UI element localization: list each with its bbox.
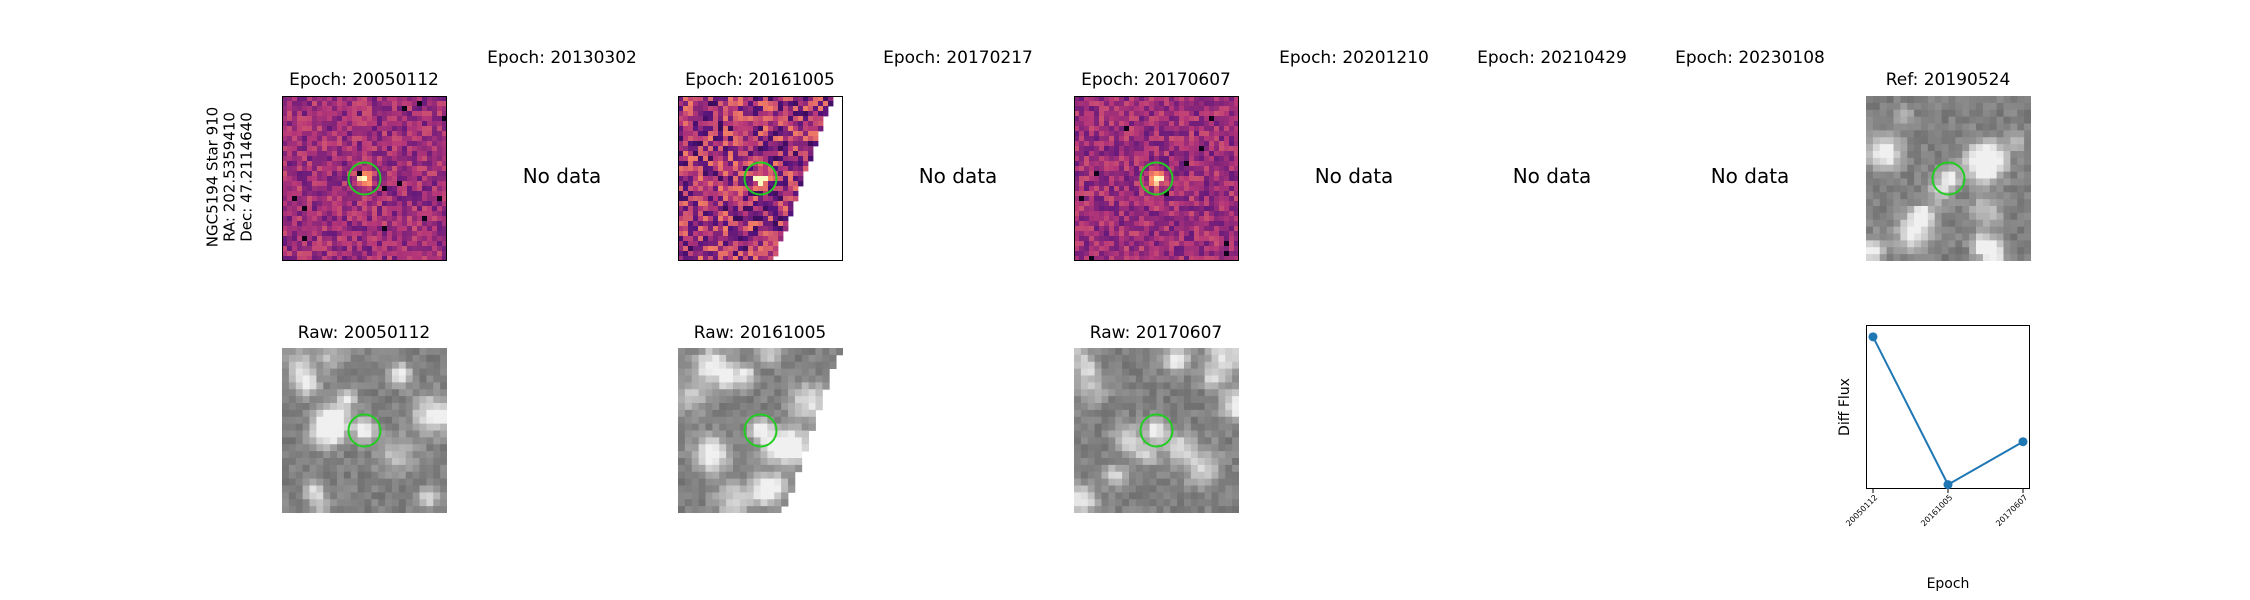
- target-circle: [347, 161, 382, 196]
- target-circle: [1931, 161, 1966, 196]
- target-circle: [743, 161, 778, 196]
- object-info-label: NGC5194 Star 910 RA: 202.5359410 Dec: 47…: [203, 106, 256, 248]
- no-data-label-epoch-2: No data: [522, 164, 602, 188]
- diff-image-epoch-1: [282, 96, 447, 261]
- ref-image: [1866, 96, 2031, 261]
- panel-title-ref: Ref: 20190524: [1885, 70, 2011, 90]
- panel-title-epoch-4: Epoch: 20170217: [883, 48, 1033, 68]
- panel-title-epoch-7: Epoch: 20210429: [1477, 48, 1627, 68]
- object-name: NGC5194 Star 910: [203, 106, 222, 248]
- object-dec: Dec: 47.2114640: [237, 112, 256, 242]
- light-curve-point: [1868, 332, 1878, 342]
- light-curve-point: [1943, 480, 1953, 490]
- light-curve-xlabel: Epoch: [1926, 576, 1970, 592]
- diff-image-epoch-3: [678, 96, 843, 261]
- light-curve-point: [2018, 437, 2028, 447]
- panel-title-epoch-8: Epoch: 20230108: [1675, 48, 1825, 68]
- light-curve-tick-labels: 20050112 20161005 20170607: [1844, 489, 2030, 579]
- no-data-label-epoch-7: No data: [1512, 164, 1592, 188]
- no-data-label-epoch-8: No data: [1710, 164, 1790, 188]
- panel-title-epoch-1: Epoch: 20050112: [289, 70, 439, 90]
- no-data-label-epoch-4: No data: [918, 164, 998, 188]
- light-curve-ylabel: Diff Flux: [1837, 378, 1853, 436]
- panel-title-raw-3: Raw: 20170607: [1089, 323, 1223, 343]
- target-circle: [347, 413, 382, 448]
- light-curve-chart: [1866, 325, 2030, 493]
- diff-image-epoch-5: [1074, 96, 1239, 261]
- target-circle: [1139, 413, 1174, 448]
- panel-title-epoch-2: Epoch: 20130302: [487, 48, 637, 68]
- light-curve-x-tick-label: 20170607: [1994, 493, 2030, 529]
- raw-image-epoch-1: [282, 348, 447, 513]
- no-data-label-epoch-6: No data: [1314, 164, 1394, 188]
- light-curve-x-tick-label: 20050112: [1844, 493, 1880, 529]
- target-circle: [743, 413, 778, 448]
- raw-image-epoch-3: [678, 348, 843, 513]
- panel-title-epoch-6: Epoch: 20201210: [1279, 48, 1429, 68]
- panel-title-epoch-3: Epoch: 20161005: [685, 70, 835, 90]
- panel-title-epoch-5: Epoch: 20170607: [1081, 70, 1231, 90]
- object-ra: RA: 202.5359410: [220, 112, 239, 242]
- raw-image-epoch-5: [1074, 348, 1239, 513]
- light-curve-x-tick-label: 20161005: [1919, 493, 1955, 529]
- panel-title-raw-1: Raw: 20050112: [297, 323, 431, 343]
- panel-title-raw-2: Raw: 20161005: [693, 323, 827, 343]
- light-curve-plot: [1866, 325, 2030, 493]
- target-circle: [1139, 161, 1174, 196]
